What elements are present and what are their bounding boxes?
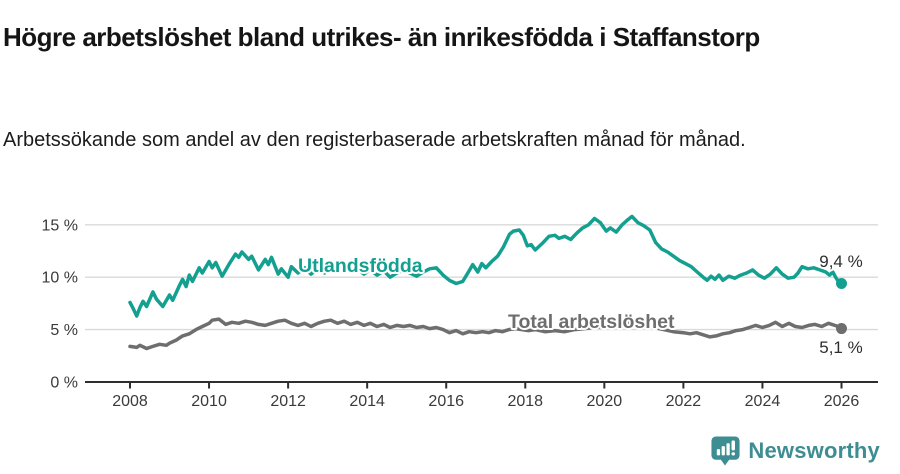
x-tick-label: 2022 bbox=[666, 393, 702, 410]
series-end-dot-1 bbox=[836, 323, 847, 335]
y-tick-label: 0 % bbox=[50, 375, 78, 392]
series-end-dot-0 bbox=[836, 277, 847, 289]
x-tick-label: 2012 bbox=[270, 393, 306, 410]
unemployment-line-chart: 0 % 5 % 10 % 15 % 2008 2010 2012 2014 2016 2018 20… bbox=[42, 214, 878, 410]
x-tick-label: 2026 bbox=[824, 393, 860, 410]
end-value-label-total: 5,1 % bbox=[819, 338, 862, 357]
bar-chart-speech-bubble-icon bbox=[711, 436, 740, 466]
series-line-0 bbox=[128, 214, 844, 318]
x-tick-label: 2008 bbox=[112, 393, 148, 410]
x-tick-label: 2010 bbox=[191, 393, 227, 410]
x-tick-label: 2018 bbox=[507, 393, 543, 410]
y-tick-label: 15 % bbox=[42, 217, 78, 234]
x-tick-label: 2024 bbox=[745, 393, 781, 410]
newsworthy-logo[interactable]: Newsworthy bbox=[710, 434, 880, 468]
x-tick-label: 2014 bbox=[349, 393, 385, 410]
series-line-1 bbox=[128, 317, 844, 351]
page-title: Högre arbetslöshet bland utrikes- än inr… bbox=[3, 22, 760, 53]
chart-subtitle: Arbetssökande som andel av den registerb… bbox=[3, 129, 746, 151]
end-value-label-utlandsfodda: 9,4 % bbox=[819, 252, 862, 271]
y-tick-label: 5 % bbox=[50, 322, 78, 339]
newsworthy-brand-name: Newsworthy bbox=[748, 438, 880, 463]
x-tick-label: 2016 bbox=[428, 393, 464, 410]
y-tick-label: 10 % bbox=[42, 270, 78, 287]
series-label-utlandsfodda: Utlandsfödda bbox=[298, 255, 423, 277]
x-tick-label: 2020 bbox=[587, 393, 623, 410]
series-label-total-arbetsloshet: Total arbetslöshet bbox=[508, 311, 675, 333]
